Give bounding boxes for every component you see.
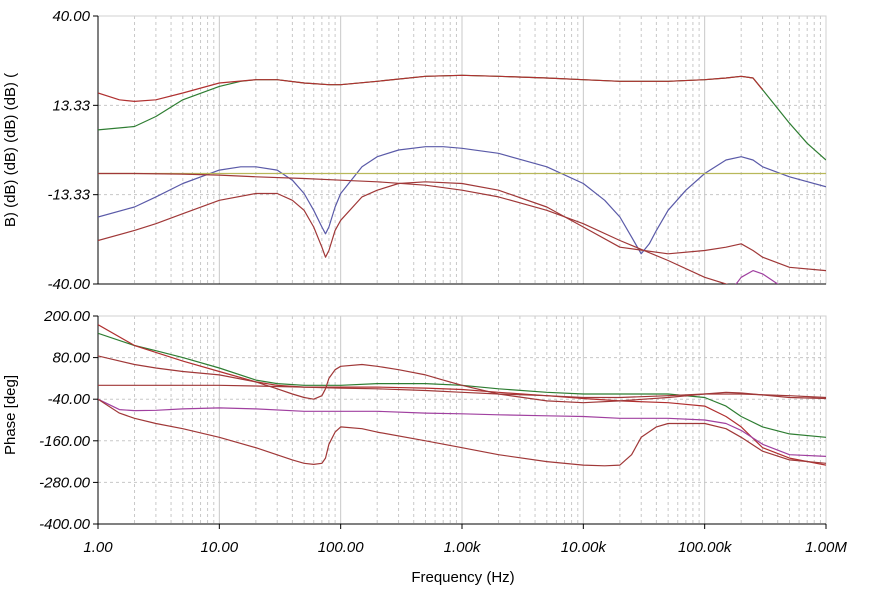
magnitude-curves [98, 74, 826, 284]
y-tick-label: 80.00 [52, 350, 90, 367]
series-line-6 [98, 181, 826, 272]
y-tick-label: -40.00 [47, 391, 90, 408]
y-tick-label: -160.00 [39, 433, 91, 450]
series-line-2 [98, 324, 826, 466]
y-tick-label: 200.00 [43, 308, 91, 325]
phase-grid [97, 315, 827, 525]
series-line-7 [735, 270, 779, 284]
x-tick-label: 1.00M [805, 539, 847, 556]
x-tick-label: 10.00k [561, 539, 608, 556]
x-tick-label: 1.00k [444, 539, 482, 556]
y-tick-label: -13.33 [47, 187, 90, 204]
series-line-6 [98, 398, 826, 467]
y-tick-label: -280.00 [39, 474, 91, 491]
magnitude-y-ticks: 40.00 13.33 -13.33 -40.00 [47, 8, 98, 293]
series-line-2 [98, 74, 764, 102]
magnitude-panel: 40.00 13.33 -13.33 -40.00 B) (dB) (dB) (dB)… [2, 8, 827, 293]
phase-curves [98, 324, 826, 467]
x-tick-label: 100.00 [318, 539, 365, 556]
frequency-x-ticks: 1.00 10.00 100.00 1.00k 10.00k 100.00k 1.00M [83, 524, 847, 556]
magnitude-y-axis-title: B) (dB) (dB) (dB) (dB) ( [2, 73, 19, 227]
y-tick-label: 40.00 [52, 8, 90, 25]
y-tick-label: 13.33 [52, 97, 90, 114]
phase-panel: 200.00 80.00 -40.00 -160.00 -280.00 -400.00 1… [2, 308, 847, 586]
magnitude-grid [97, 15, 827, 285]
phase-y-axis-title: Phase [deg] [2, 375, 19, 455]
series-line-5 [98, 398, 826, 457]
series-line-3 [98, 355, 826, 404]
frequency-x-axis-title: Frequency (Hz) [411, 569, 514, 586]
series-line-3 [98, 146, 826, 255]
series-line-4 [98, 384, 826, 399]
phase-y-ticks: 200.00 80.00 -40.00 -160.00 -280.00 -400.00 [39, 308, 98, 533]
x-tick-label: 1.00 [83, 539, 113, 556]
x-tick-label: 100.00k [678, 539, 733, 556]
y-tick-label: -400.00 [39, 516, 91, 533]
series-line-5 [98, 172, 729, 284]
x-tick-label: 10.00 [201, 539, 239, 556]
y-tick-label: -40.00 [47, 276, 90, 293]
